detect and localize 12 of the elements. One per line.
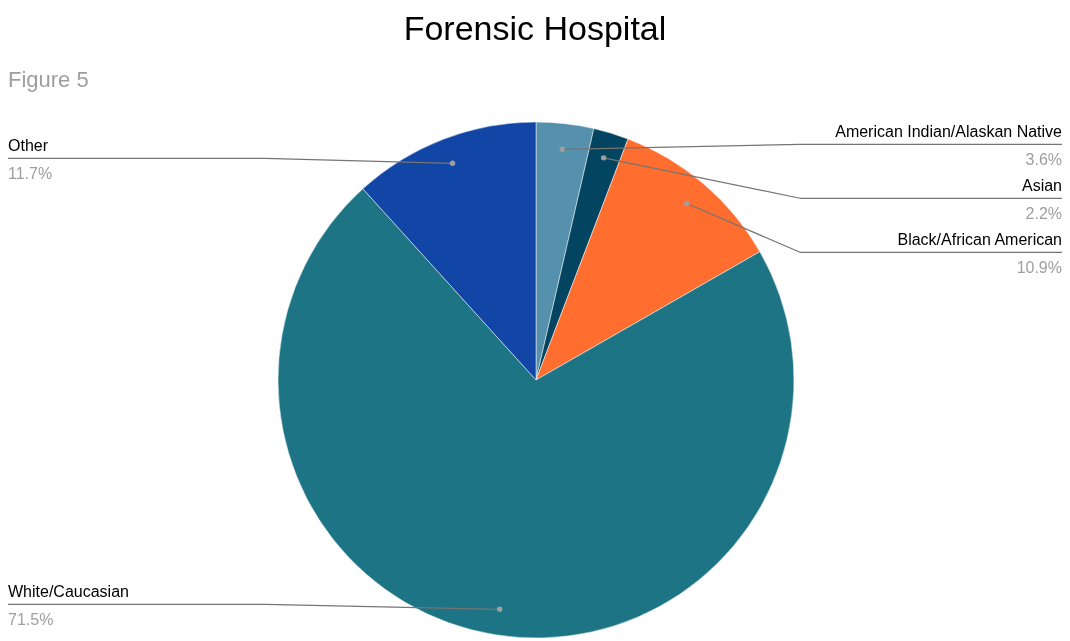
data-label: 71.5% <box>8 611 54 629</box>
data-label: 11.7% <box>8 165 53 183</box>
data-label: 10.9% <box>1016 259 1062 277</box>
data-label: 2.2% <box>1025 205 1062 223</box>
slice-label: American Indian/Alaskan Native <box>835 123 1063 141</box>
slice-label: Black/African American <box>897 231 1062 249</box>
slice-label: Asian <box>1021 177 1062 195</box>
data-label: 3.6% <box>1025 151 1062 169</box>
slice-label: White/Caucasian <box>8 583 129 601</box>
caption: Figure 5 <box>8 67 89 92</box>
slice-label: Other <box>8 137 49 155</box>
chart-title: Forensic Hospital <box>403 9 667 47</box>
